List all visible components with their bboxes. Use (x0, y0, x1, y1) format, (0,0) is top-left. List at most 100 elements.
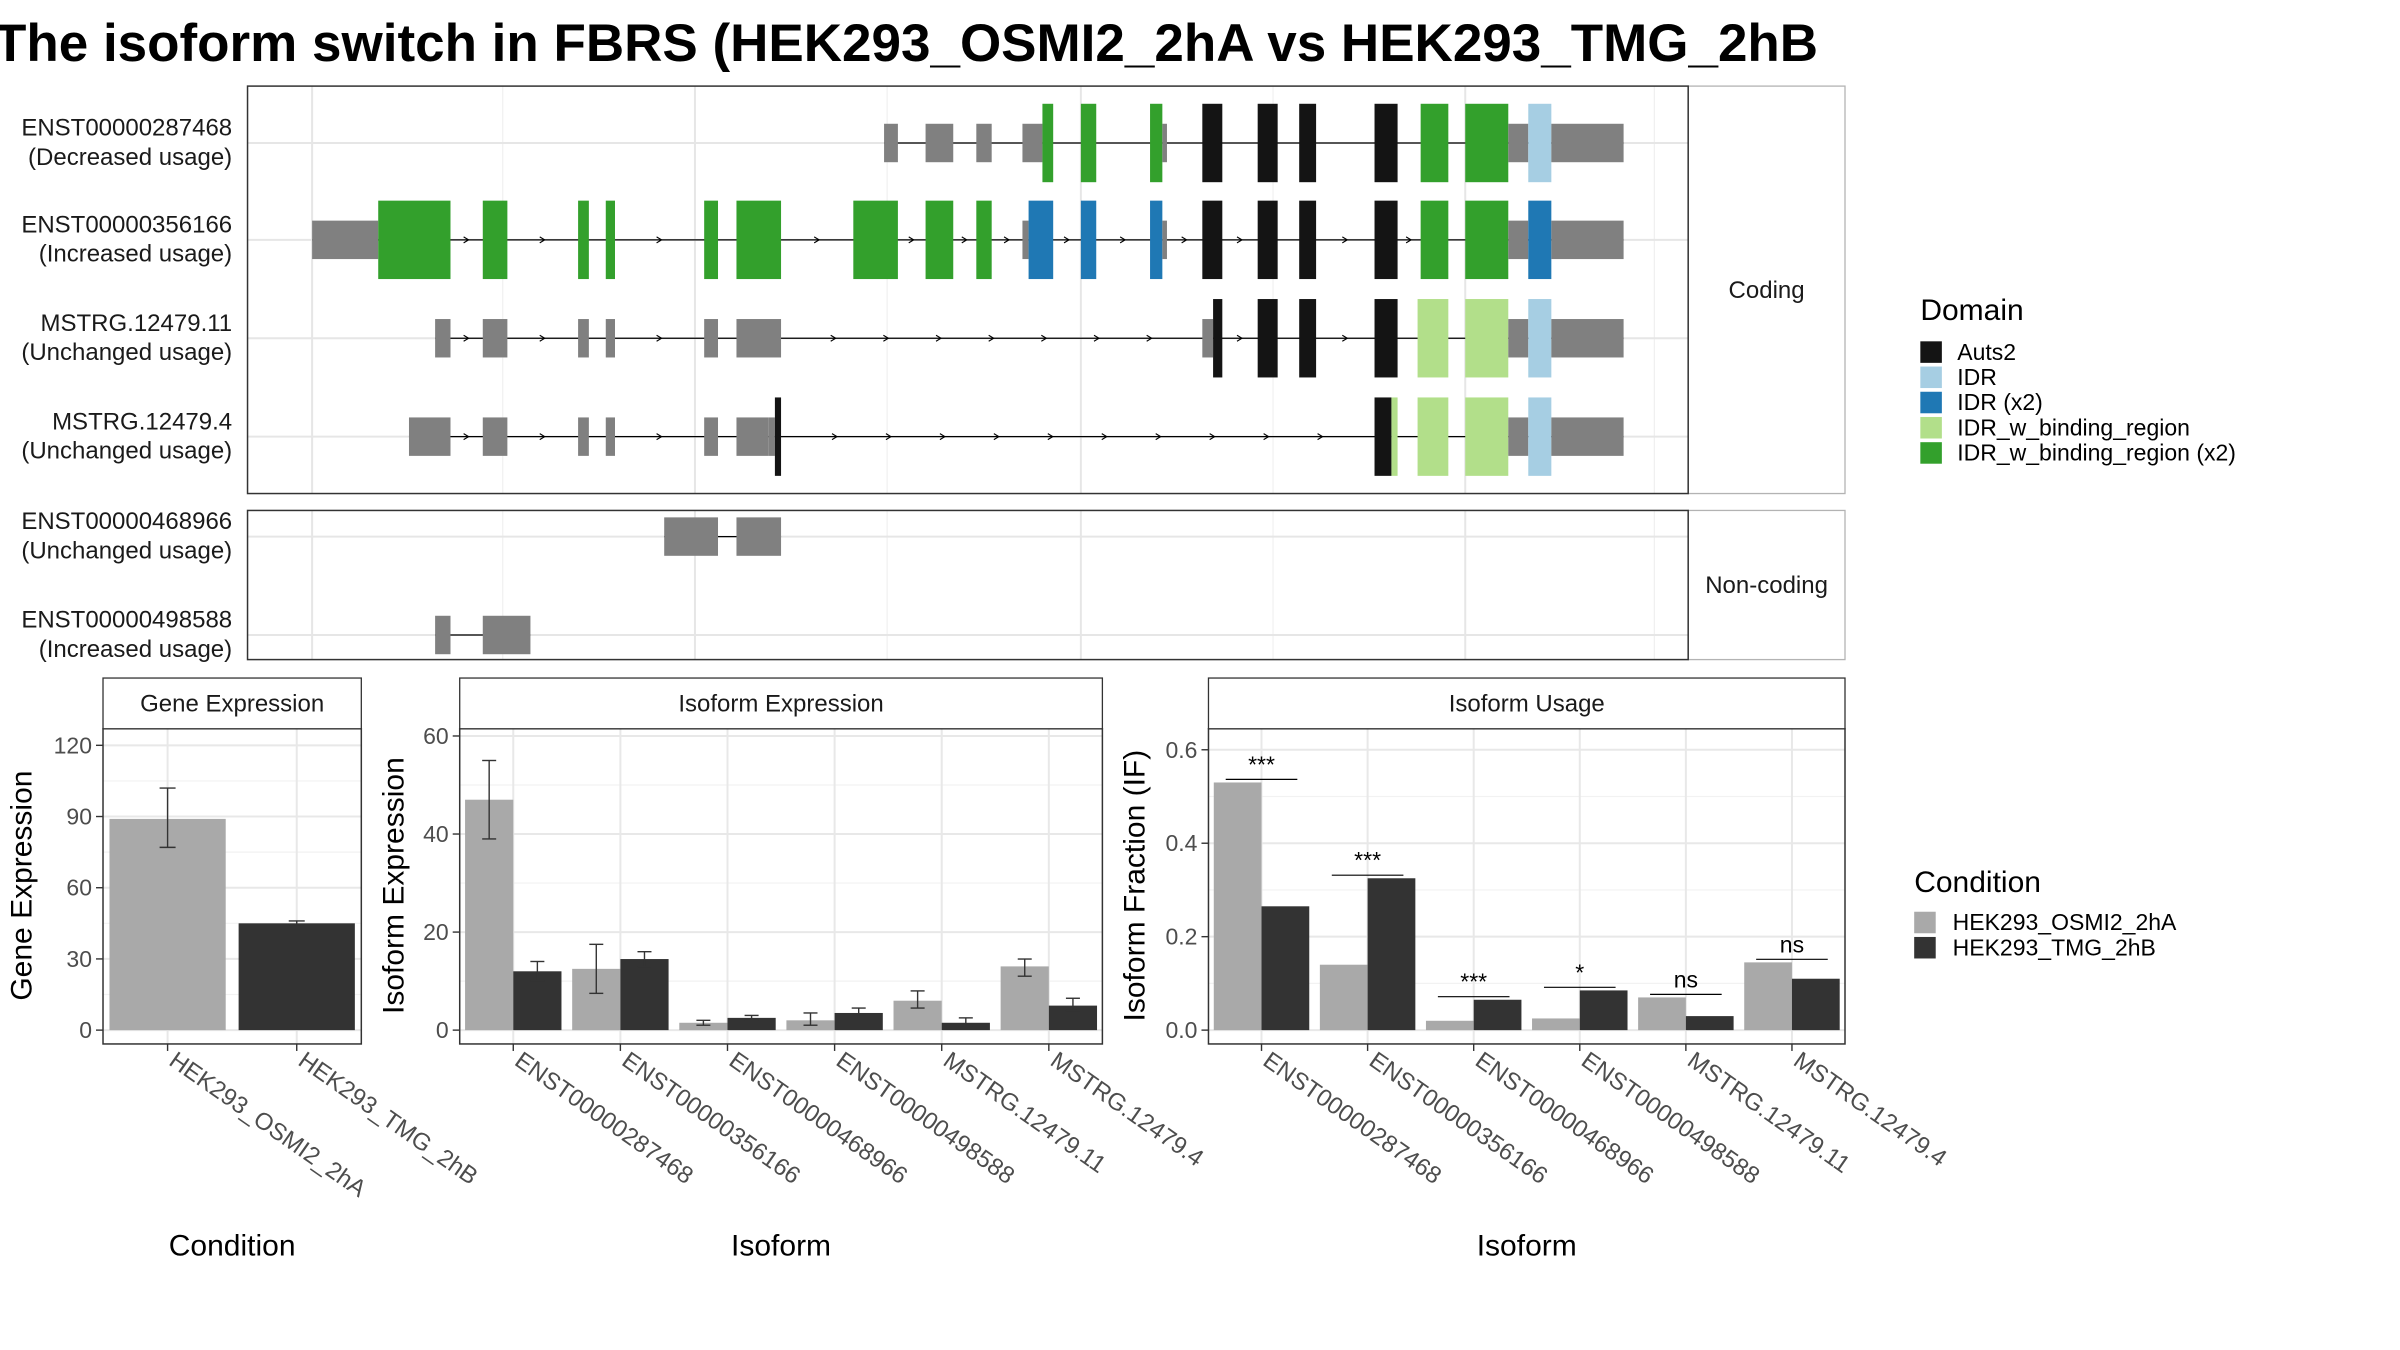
exon (435, 319, 451, 358)
transcription-direction-arrow (830, 334, 837, 342)
noncoding-panel-bg (247, 510, 1689, 660)
exon (704, 319, 719, 358)
exon-domain-idr-w-binding-region-x2- (1150, 103, 1163, 183)
x-axis-title: Isoform (1477, 1229, 1577, 1262)
transcription-direction-arrow (939, 433, 946, 441)
exon-domain-idr-w-binding-region (1417, 299, 1449, 378)
exon-domain-idr-w-binding-region-x2- (853, 200, 898, 280)
y-axis-title: Gene Expression (6, 771, 39, 1001)
plot-panel-bg (1208, 728, 1845, 1044)
facet-strip (1207, 677, 1846, 730)
condition-legend-title: Condition (1914, 866, 2041, 899)
y-tick-label: 90 (66, 804, 92, 830)
exon (1551, 417, 1624, 456)
exon-domain-idr-x2- (1528, 200, 1552, 280)
coding-panel-border (246, 85, 1689, 495)
exon-domain-auts2 (1299, 103, 1317, 183)
transcription-direction-arrow (1063, 236, 1071, 244)
exon-domain-idr-w-binding-region-x2- (1420, 103, 1449, 183)
condition-legend-label: HEK293_OSMI2_2hA (1953, 909, 2177, 935)
significance-label: ns (1780, 931, 1804, 957)
domain-legend-key (1920, 442, 1942, 464)
transcript-usage-label: (Decreased usage) (28, 144, 232, 171)
y-tick-label: 20 (423, 919, 449, 945)
plot-panel-bg (459, 728, 1103, 1044)
bar-condition-a (1638, 997, 1686, 1031)
facet-strip-title: Isoform Expression (678, 690, 883, 717)
transcript-usage-label: (Increased usage) (39, 241, 232, 268)
exon (1508, 220, 1529, 260)
exon-domain-auts2 (1374, 103, 1398, 183)
transcription-direction-arrow (1236, 334, 1244, 342)
transcription-direction-arrow (1003, 236, 1011, 244)
coding-strip-label: Coding (1729, 277, 1805, 304)
transcription-direction-arrow (463, 334, 470, 342)
transcription-direction-arrow (539, 236, 546, 244)
y-tick-label: 40 (423, 821, 449, 847)
exon-domain-idr (1528, 397, 1552, 476)
exon-domain-auts2 (1374, 200, 1398, 280)
exon (1162, 123, 1167, 163)
exon (1551, 220, 1624, 260)
transcript-id-label: ENST00000287468 (21, 115, 232, 142)
y-tick-label: 0.4 (1165, 830, 1197, 856)
x-tick-label: ENST00000468966 (724, 1047, 912, 1190)
transcription-direction-arrow (961, 236, 968, 244)
exon-domain-auts2 (1257, 103, 1278, 183)
bar-condition-b (1791, 978, 1840, 1031)
exon-domain-auts2 (1202, 103, 1223, 183)
transcription-direction-arrow (1146, 334, 1153, 342)
bar-condition-a (1532, 1018, 1580, 1031)
condition-legend-label: HEK293_TMG_2hB (1953, 934, 2156, 960)
exon-domain-idr-w-binding-region-x2- (1420, 200, 1449, 280)
y-tick-label: 0.0 (1165, 1017, 1197, 1043)
exon (736, 319, 782, 358)
exon (704, 417, 719, 456)
exon (482, 319, 508, 358)
exon (1508, 123, 1529, 163)
y-tick-label: 30 (66, 946, 92, 972)
facet-strip (459, 677, 1104, 730)
exon-domain-auts2 (1213, 299, 1223, 378)
exon (312, 220, 379, 260)
exon (736, 517, 782, 556)
transcription-direction-arrow (1342, 236, 1349, 244)
transcription-direction-arrow (656, 236, 663, 244)
x-tick-label: ENST00000356166 (617, 1047, 805, 1190)
y-axis-title: Isoform Fraction (IF) (1119, 750, 1152, 1022)
exon (1551, 123, 1624, 163)
exon-domain-auts2 (1202, 200, 1223, 280)
facet-strip (102, 677, 362, 730)
x-tick-label: ENST00000498588 (831, 1047, 1019, 1190)
domain-legend-key (1920, 366, 1942, 389)
transcription-direction-arrow (1093, 334, 1101, 342)
transcription-direction-arrow (1119, 236, 1127, 244)
exon-domain-idr (1528, 299, 1552, 378)
bar-condition-a (1000, 966, 1049, 1031)
domain-legend-label: IDR_w_binding_region (1957, 414, 2190, 440)
transcript-id-label: MSTRG.12479.4 (52, 408, 232, 435)
domain-legend-label: IDR (x2) (1957, 389, 2043, 415)
transcription-direction-arrow (1263, 433, 1270, 441)
exon (482, 417, 508, 456)
transcription-direction-arrow (656, 433, 663, 441)
exon-domain-auts2 (774, 397, 782, 476)
x-tick-label: ENST00000287468 (510, 1047, 698, 1190)
transcription-direction-arrow (539, 433, 546, 441)
transcription-direction-arrow (831, 433, 839, 441)
transcription-direction-arrow (1405, 236, 1413, 244)
domain-legend-key (1920, 416, 1942, 439)
exon-domain-auts2 (1257, 299, 1278, 378)
figure-title: The isoform switch in FBRS (HEK293_OSMI2… (0, 14, 1819, 73)
bar-hek293_osmi2_2ha (109, 818, 226, 1031)
domain-legend-label: Auts2 (1957, 339, 2016, 365)
transcript-usage-label: (Unchanged usage) (21, 437, 232, 464)
bar-condition-a (1744, 962, 1792, 1031)
exon-domain-idr-w-binding-region (1391, 397, 1398, 476)
bar-condition-a (1213, 782, 1262, 1031)
significance-label: ns (1674, 966, 1698, 992)
exon-domain-idr-w-binding-region-x2- (578, 200, 589, 280)
exon-domain-idr-w-binding-region (1465, 397, 1509, 476)
transcription-direction-arrow (1342, 334, 1349, 342)
exon (605, 319, 615, 358)
